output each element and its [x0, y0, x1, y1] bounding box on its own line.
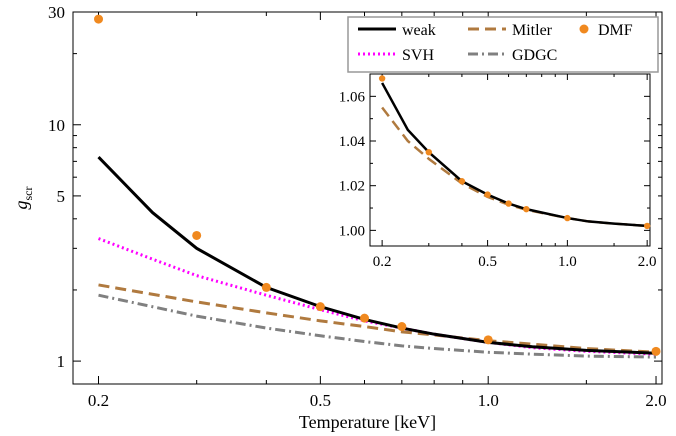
inset-x-tick-label: 0.5: [478, 254, 497, 270]
x-tick-label: 1.0: [478, 391, 499, 410]
legend-label-gdgc: GDGC: [512, 47, 557, 64]
data-point: [192, 230, 202, 240]
legend-label-dmf: DMF: [598, 22, 633, 39]
data-point: [505, 200, 512, 207]
data-point: [261, 282, 271, 292]
data-point: [378, 75, 386, 82]
x-tick-label: 0.2: [88, 391, 109, 410]
y-axis-label-subscript: scr: [21, 187, 35, 201]
inset-x-tick-label: 2.0: [638, 254, 657, 270]
inset-y-tick-label: 1.04: [339, 134, 366, 150]
x-axis-label: Temperature [keV]: [299, 412, 436, 432]
y-tick-label: 5: [57, 187, 66, 206]
data-point: [484, 191, 491, 198]
data-point: [651, 346, 661, 356]
data-point: [315, 302, 325, 312]
inset-plot: 0.2 0.5 1.0 2.0 1.00 1.02 1.04 1.06: [339, 66, 658, 278]
data-point: [523, 205, 530, 213]
legend-box: [347, 16, 659, 73]
y-tick-label: 1: [57, 352, 66, 371]
data-point: [483, 335, 493, 345]
inset-y-tick-label: 1.02: [339, 179, 365, 195]
series-inset-1-line: [381, 82, 648, 228]
data-point: [360, 313, 370, 323]
main-plot: 0.2 0.5 1.0 2.0 1 5 10 30 Temperature [keV] gscr: [11, 3, 667, 432]
inset-frame: [369, 73, 651, 247]
legend-marker-dmf: [579, 24, 589, 34]
plot-frame: [72, 11, 663, 385]
data-point: [564, 214, 571, 222]
legend-label-svh: SVH: [402, 47, 434, 64]
y-tick-label: 30: [48, 3, 65, 22]
data-point: [458, 178, 466, 185]
series-dmf-markers: [94, 14, 661, 356]
series-inset-2-markers: [378, 75, 651, 230]
series-weak-line: [97, 156, 657, 355]
series-gdgc-line: [98, 293, 657, 359]
data-point: [643, 222, 651, 230]
x-tick-label: 2.0: [645, 391, 666, 410]
y-tick-label: 10: [48, 116, 65, 135]
x-tick-label: 0.5: [310, 391, 331, 410]
inset-x-tick-label: 0.2: [373, 254, 392, 270]
data-point: [94, 14, 104, 24]
data-point: [397, 322, 407, 332]
data-point: [425, 148, 432, 156]
inset-x-tick-label: 1.0: [558, 254, 577, 270]
legend: weak Mitler DMF SVH GDGC: [347, 16, 659, 73]
series-mitler-line: [98, 283, 657, 354]
y-axis-label: gscr: [11, 187, 35, 210]
legend-label-mitler: Mitler: [512, 22, 553, 39]
inset-background: [352, 66, 658, 278]
inset-y-tick-label: 1.00: [339, 223, 365, 239]
y-axis-label-main: g: [11, 201, 31, 210]
legend-label-weak: weak: [402, 22, 436, 39]
inset-y-tick-label: 1.06: [339, 89, 366, 105]
